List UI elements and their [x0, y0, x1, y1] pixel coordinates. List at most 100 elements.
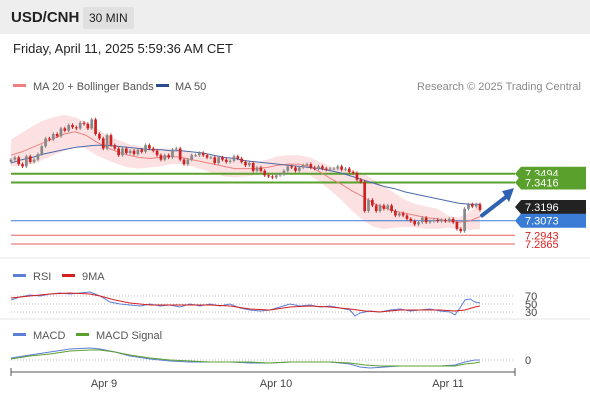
candle-body [124, 148, 128, 153]
x-label-apr10: Apr 10 [260, 378, 292, 390]
candle [317, 164, 320, 171]
candle-body [470, 204, 474, 207]
candle-body [271, 176, 274, 178]
candle [378, 203, 382, 213]
price-label-text: 7.3073 [525, 216, 559, 228]
candle-body [447, 218, 451, 222]
candle [271, 174, 274, 180]
candle [297, 165, 301, 173]
candle-body [274, 175, 278, 178]
candle [132, 149, 136, 156]
macd-signal-line [10, 349, 481, 367]
candle-body [228, 160, 232, 162]
candle [405, 213, 409, 221]
candle [451, 217, 455, 224]
candle-body [221, 157, 224, 160]
candle-body [382, 205, 386, 209]
candle [155, 149, 159, 157]
candle [213, 155, 217, 165]
candle [13, 155, 17, 162]
candle [217, 155, 220, 165]
candle-body [63, 128, 67, 131]
candle [124, 146, 128, 155]
price-label: 7.2943 [525, 230, 559, 242]
candle [428, 219, 432, 224]
rsi-ma-line [10, 292, 481, 313]
candle-body [194, 155, 197, 157]
candle-body [397, 213, 401, 216]
candle-body [190, 155, 194, 160]
price-label: 7.3196 [515, 200, 586, 215]
candle-body [444, 219, 447, 222]
candle-body [436, 219, 440, 222]
candle [463, 207, 466, 233]
price-levels [11, 172, 515, 245]
candle [336, 164, 340, 171]
candle-body [359, 179, 363, 182]
price-label: 7.3416 [515, 175, 586, 190]
candle [244, 160, 247, 167]
price-label-bg [515, 213, 586, 228]
candle-body [113, 145, 117, 149]
candle-body [286, 166, 290, 171]
candle [247, 161, 251, 167]
candle [251, 161, 255, 173]
candle [55, 132, 59, 138]
candle-body [155, 150, 159, 156]
candle [198, 151, 201, 157]
candle [355, 171, 359, 182]
candle-body [420, 217, 424, 223]
candle-body [367, 199, 370, 212]
candle [432, 218, 436, 223]
candle [224, 157, 228, 164]
candle-body [251, 163, 255, 171]
candle-body [98, 133, 101, 139]
ma20-line [10, 131, 481, 223]
candle [163, 153, 167, 162]
candle-body [255, 167, 259, 171]
candle [344, 166, 347, 172]
candle-body [394, 211, 397, 216]
candle [236, 154, 240, 161]
forecast-arrow [480, 188, 514, 218]
candle-body [424, 217, 428, 223]
candle-body [459, 228, 463, 232]
rsi-level-lines [11, 295, 515, 313]
candle [447, 217, 451, 223]
candle-body [294, 167, 297, 171]
timeframe-button[interactable]: 30 MIN [83, 7, 134, 29]
candle [397, 211, 401, 218]
candle [363, 180, 367, 213]
candle-body [198, 152, 201, 156]
candle [382, 203, 386, 211]
candle-body [178, 148, 182, 160]
candle [313, 165, 317, 171]
price-label-text: 7.2943 [525, 230, 559, 242]
candle-body [217, 157, 220, 164]
candle-body [109, 135, 113, 146]
candle-body [405, 215, 409, 219]
price-label-text: 7.3416 [525, 177, 559, 189]
candle [290, 164, 293, 170]
x-label-apr9: Apr 9 [91, 378, 117, 390]
candle [98, 132, 101, 141]
candle-body [417, 222, 420, 225]
candle-body [140, 149, 144, 152]
candle [117, 146, 120, 157]
candle-body [128, 150, 132, 153]
candle [436, 218, 440, 223]
candle [332, 166, 336, 171]
price-label: 7.2865 [525, 239, 559, 251]
candle [267, 173, 270, 179]
candle-body [317, 166, 320, 169]
candle [474, 202, 478, 209]
candle-body [451, 218, 455, 223]
candle-body [182, 159, 186, 165]
candle-body [67, 125, 71, 131]
candle-body [432, 219, 436, 222]
candle [105, 133, 109, 151]
candle-body [347, 168, 351, 172]
candle [390, 203, 393, 213]
candle [140, 147, 144, 154]
candle-body [390, 205, 393, 212]
